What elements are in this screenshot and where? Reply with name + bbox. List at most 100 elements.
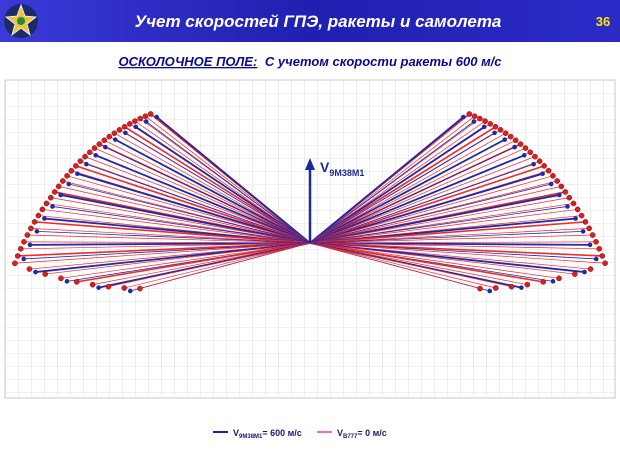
fragment-ray: [66, 175, 311, 244]
fragment-point-moving: [582, 269, 587, 275]
fragment-point: [487, 121, 494, 127]
fragment-point: [24, 232, 31, 238]
fragment-point: [554, 178, 560, 184]
fragment-point: [142, 113, 149, 119]
fragment-point: [89, 281, 96, 288]
fragment-ray-moving: [95, 154, 311, 244]
fragment-point: [586, 225, 592, 232]
fragment-point-moving: [471, 119, 477, 124]
fragment-ray-moving: [309, 242, 591, 246]
fragment-point: [106, 133, 113, 140]
fragment-point: [126, 121, 133, 127]
fragment-ray: [42, 209, 311, 244]
fragment-ray: [309, 242, 496, 289]
fragment-point: [556, 275, 562, 282]
fragment-ray-moving: [145, 121, 311, 244]
fragment-ray-moving: [309, 132, 495, 244]
legend: V9M38M1= 600 м/с VB777= 0 м/с: [213, 428, 387, 440]
fragment-ray-moving: [309, 121, 475, 244]
fragment-point: [14, 253, 21, 259]
fragment-point-moving: [565, 204, 570, 209]
fragment-point: [589, 232, 596, 238]
legend-subscript: B777: [343, 434, 358, 440]
subtitle-text: С учетом скорости ракеты 600 м/с: [265, 54, 502, 69]
fragment-point: [132, 118, 138, 124]
fragment-point: [540, 279, 547, 285]
legend-subscript: 9M38M1: [239, 434, 263, 440]
fragment-ray-moving: [309, 126, 485, 244]
fragment-point: [12, 260, 18, 267]
fragment-point: [82, 153, 88, 160]
fragment-ray: [76, 242, 311, 283]
fragment-point: [26, 266, 33, 272]
fragment-ray-moving: [309, 230, 584, 244]
legend-text: = 600 м/с: [262, 428, 301, 438]
fragment-point: [512, 137, 519, 144]
fragment-point-moving: [512, 144, 517, 150]
fragment-ray-moving: [309, 242, 597, 260]
fragment-ray-moving: [309, 172, 543, 244]
fragment-point-moving: [27, 242, 33, 248]
fragment-ray: [309, 242, 575, 275]
logo: [4, 3, 38, 38]
fragment-point: [73, 163, 79, 169]
fragment-point-moving: [557, 192, 562, 198]
fragment-ray: [17, 242, 311, 257]
fragment-ray: [309, 175, 554, 244]
fragment-point-moving: [521, 152, 527, 158]
fragment-ray: [309, 209, 578, 244]
subtitle-lead: ОСКОЛОЧНОЕ ПОЛЕ:: [118, 54, 257, 69]
fragment-point: [502, 130, 509, 136]
fragment-point: [101, 137, 108, 144]
fragment-ray: [309, 242, 512, 288]
fragment-point: [599, 253, 606, 259]
fragment-ray: [34, 221, 311, 244]
fragment-point: [541, 163, 547, 169]
fragment-ray-moving: [60, 194, 311, 244]
fragment-point-moving: [123, 130, 128, 136]
fragment-ray-moving: [23, 242, 311, 260]
fragment-ray: [309, 242, 544, 283]
fragment-point-moving: [502, 137, 508, 142]
fragment-ray: [20, 242, 311, 250]
fragment-point-moving: [143, 119, 149, 124]
fragment-point-moving: [487, 288, 493, 294]
fragment-ray-moving: [29, 242, 311, 246]
fragment-point: [562, 189, 569, 195]
fragment-point: [35, 212, 42, 219]
fragment-point: [572, 271, 578, 277]
fragment-ray: [309, 228, 590, 244]
fragment-ray-moving: [309, 154, 525, 244]
fragment-point: [39, 206, 46, 213]
fragment-point: [86, 149, 93, 156]
fragment-ray: [309, 186, 562, 244]
fragment-ray: [124, 126, 311, 244]
fragment-ray-moving: [77, 172, 311, 244]
fragment-point: [121, 123, 128, 130]
fragment-point-moving: [84, 161, 89, 167]
fragment-point-moving: [93, 152, 99, 158]
fragment-point-moving: [127, 288, 133, 294]
fragment-point-moving: [34, 229, 40, 234]
fragment-point: [471, 113, 478, 119]
fragment-ray: [75, 165, 311, 244]
fragment-ray-moving: [309, 194, 560, 244]
fragment-ray-moving: [86, 163, 311, 244]
fragment-ray: [94, 147, 311, 244]
fragment-point-moving: [21, 256, 27, 262]
fragment-point-moving: [75, 171, 80, 177]
fragment-ray-moving: [105, 146, 311, 244]
fragment-point: [522, 145, 529, 151]
fragment-ray: [50, 197, 311, 244]
fragment-ray: [309, 221, 586, 244]
vector-label: V9M38M1: [320, 159, 364, 178]
fragment-point-moving: [573, 216, 578, 221]
fragment-point: [477, 115, 483, 122]
fragment-point: [21, 239, 27, 245]
fragment-point: [111, 130, 118, 136]
fragment-point: [60, 178, 66, 184]
fragment-point: [524, 281, 531, 288]
legend-symbol: V: [337, 428, 343, 438]
fragment-ray-moving: [35, 242, 311, 273]
